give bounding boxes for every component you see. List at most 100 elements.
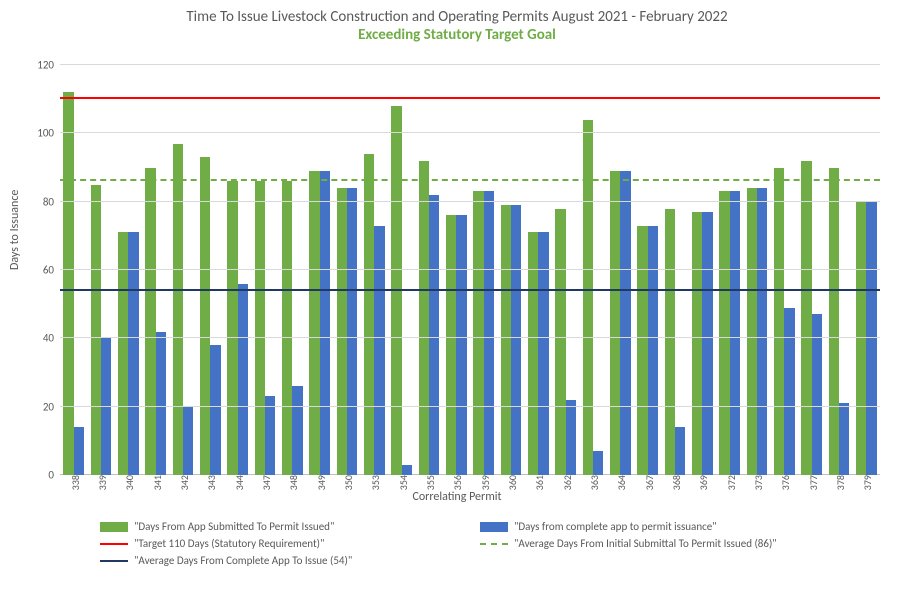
bar-submitted bbox=[63, 92, 73, 475]
legend-avg-initial: "Average Days From Initial Submittal To … bbox=[480, 537, 860, 550]
legend-row: "Days From App Submitted To Permit Issue… bbox=[100, 520, 860, 533]
bar-complete bbox=[620, 171, 630, 475]
chart-subtitle: Exceeding Statutory Target Goal bbox=[0, 26, 914, 44]
bar-submitted bbox=[282, 181, 292, 475]
bar-group: 353 bbox=[364, 65, 385, 475]
legend-dash-icon bbox=[480, 543, 508, 545]
bar-complete bbox=[839, 403, 849, 475]
gridline bbox=[60, 406, 880, 407]
reference-line-avg_complete bbox=[60, 289, 880, 291]
bar-group: 367 bbox=[637, 65, 658, 475]
bar-group: 372 bbox=[719, 65, 740, 475]
y-tick-label: 60 bbox=[43, 264, 54, 277]
bar-submitted bbox=[227, 181, 237, 475]
bar-complete bbox=[210, 345, 220, 475]
bar-submitted bbox=[665, 209, 675, 476]
title-block: Time To Issue Livestock Construction and… bbox=[0, 0, 914, 44]
bar-group: 376 bbox=[774, 65, 795, 475]
legend-row: "Target 110 Days (Statutory Requirement)… bbox=[100, 537, 860, 550]
bar-submitted bbox=[391, 106, 401, 475]
legend-label: "Average Days From Complete App To Issue… bbox=[134, 554, 352, 567]
bar-complete bbox=[456, 215, 466, 475]
bar-submitted bbox=[337, 188, 347, 475]
bar-complete bbox=[812, 314, 822, 475]
bar-group: 373 bbox=[747, 65, 768, 475]
bar-group: 364 bbox=[610, 65, 631, 475]
bar-submitted bbox=[637, 226, 647, 475]
bar-submitted bbox=[774, 168, 784, 476]
bar-submitted bbox=[145, 168, 155, 476]
bar-complete bbox=[374, 226, 384, 475]
bar-submitted bbox=[555, 209, 565, 476]
bar-group: 379 bbox=[856, 65, 877, 475]
bar-submitted bbox=[309, 171, 319, 475]
bar-complete bbox=[238, 284, 248, 475]
bar-group: 344 bbox=[227, 65, 248, 475]
bar-group: 339 bbox=[91, 65, 112, 475]
bar-group: 363 bbox=[583, 65, 604, 475]
legend-swatch bbox=[480, 522, 508, 532]
legend-empty bbox=[480, 554, 860, 567]
y-axis-label: Days to Issuance bbox=[8, 190, 22, 270]
bar-submitted bbox=[255, 181, 265, 475]
gridline bbox=[60, 132, 880, 133]
bar-submitted bbox=[91, 185, 101, 475]
bar-group: 377 bbox=[801, 65, 822, 475]
bar-complete bbox=[784, 308, 794, 475]
bar-complete bbox=[265, 396, 275, 475]
legend-complete: "Days from complete app to permit issuan… bbox=[480, 520, 860, 533]
bar-complete bbox=[101, 338, 111, 475]
bar-complete bbox=[156, 332, 166, 476]
bars-layer: 3383393403413423433443473483493503533543… bbox=[60, 65, 880, 475]
bar-submitted bbox=[610, 171, 620, 475]
legend-swatch bbox=[100, 522, 128, 532]
bar-group: 342 bbox=[173, 65, 194, 475]
y-tick-label: 20 bbox=[43, 400, 54, 413]
bar-complete bbox=[675, 427, 685, 475]
bar-complete bbox=[429, 195, 439, 475]
bar-group: 355 bbox=[419, 65, 440, 475]
bar-complete bbox=[320, 171, 330, 475]
legend-row: "Average Days From Complete App To Issue… bbox=[100, 554, 860, 567]
bar-complete bbox=[183, 407, 193, 475]
legend-label: "Days from complete app to permit issuan… bbox=[514, 520, 717, 533]
bar-group: 350 bbox=[337, 65, 358, 475]
bar-group: 361 bbox=[528, 65, 549, 475]
bar-submitted bbox=[747, 188, 757, 475]
bar-complete bbox=[566, 400, 576, 475]
gridline bbox=[60, 337, 880, 338]
bar-submitted bbox=[829, 168, 839, 476]
legend-label: "Target 110 Days (Statutory Requirement)… bbox=[134, 537, 324, 550]
gridline bbox=[60, 64, 880, 65]
bar-submitted bbox=[419, 161, 429, 475]
bar-group: 354 bbox=[391, 65, 412, 475]
legend-label: "Days From App Submitted To Permit Issue… bbox=[134, 520, 334, 533]
bar-submitted bbox=[446, 215, 456, 475]
legend-avg-complete: "Average Days From Complete App To Issue… bbox=[100, 554, 480, 567]
bar-group: 368 bbox=[665, 65, 686, 475]
bar-group: 348 bbox=[282, 65, 303, 475]
bar-group: 341 bbox=[145, 65, 166, 475]
bar-group: 369 bbox=[692, 65, 713, 475]
bar-group: 360 bbox=[501, 65, 522, 475]
gridline bbox=[60, 201, 880, 202]
legend-submitted: "Days From App Submitted To Permit Issue… bbox=[100, 520, 480, 533]
bar-complete bbox=[402, 465, 412, 475]
bar-group: 347 bbox=[255, 65, 276, 475]
legend-line-icon bbox=[100, 560, 128, 562]
bar-group: 343 bbox=[200, 65, 221, 475]
gridline bbox=[60, 269, 880, 270]
bar-submitted bbox=[692, 212, 702, 475]
bar-complete bbox=[593, 451, 603, 475]
bar-submitted bbox=[473, 191, 483, 475]
bar-group: 340 bbox=[118, 65, 139, 475]
bar-group: 356 bbox=[446, 65, 467, 475]
reference-line-avg_initial bbox=[60, 179, 880, 181]
chart-title: Time To Issue Livestock Construction and… bbox=[0, 8, 914, 26]
bar-group: 359 bbox=[473, 65, 494, 475]
legend-line-icon bbox=[100, 543, 128, 545]
bar-complete bbox=[648, 226, 658, 475]
x-axis-label: Correlating Permit bbox=[0, 490, 914, 504]
y-tick-label: 80 bbox=[43, 195, 54, 208]
bar-submitted bbox=[583, 120, 593, 475]
